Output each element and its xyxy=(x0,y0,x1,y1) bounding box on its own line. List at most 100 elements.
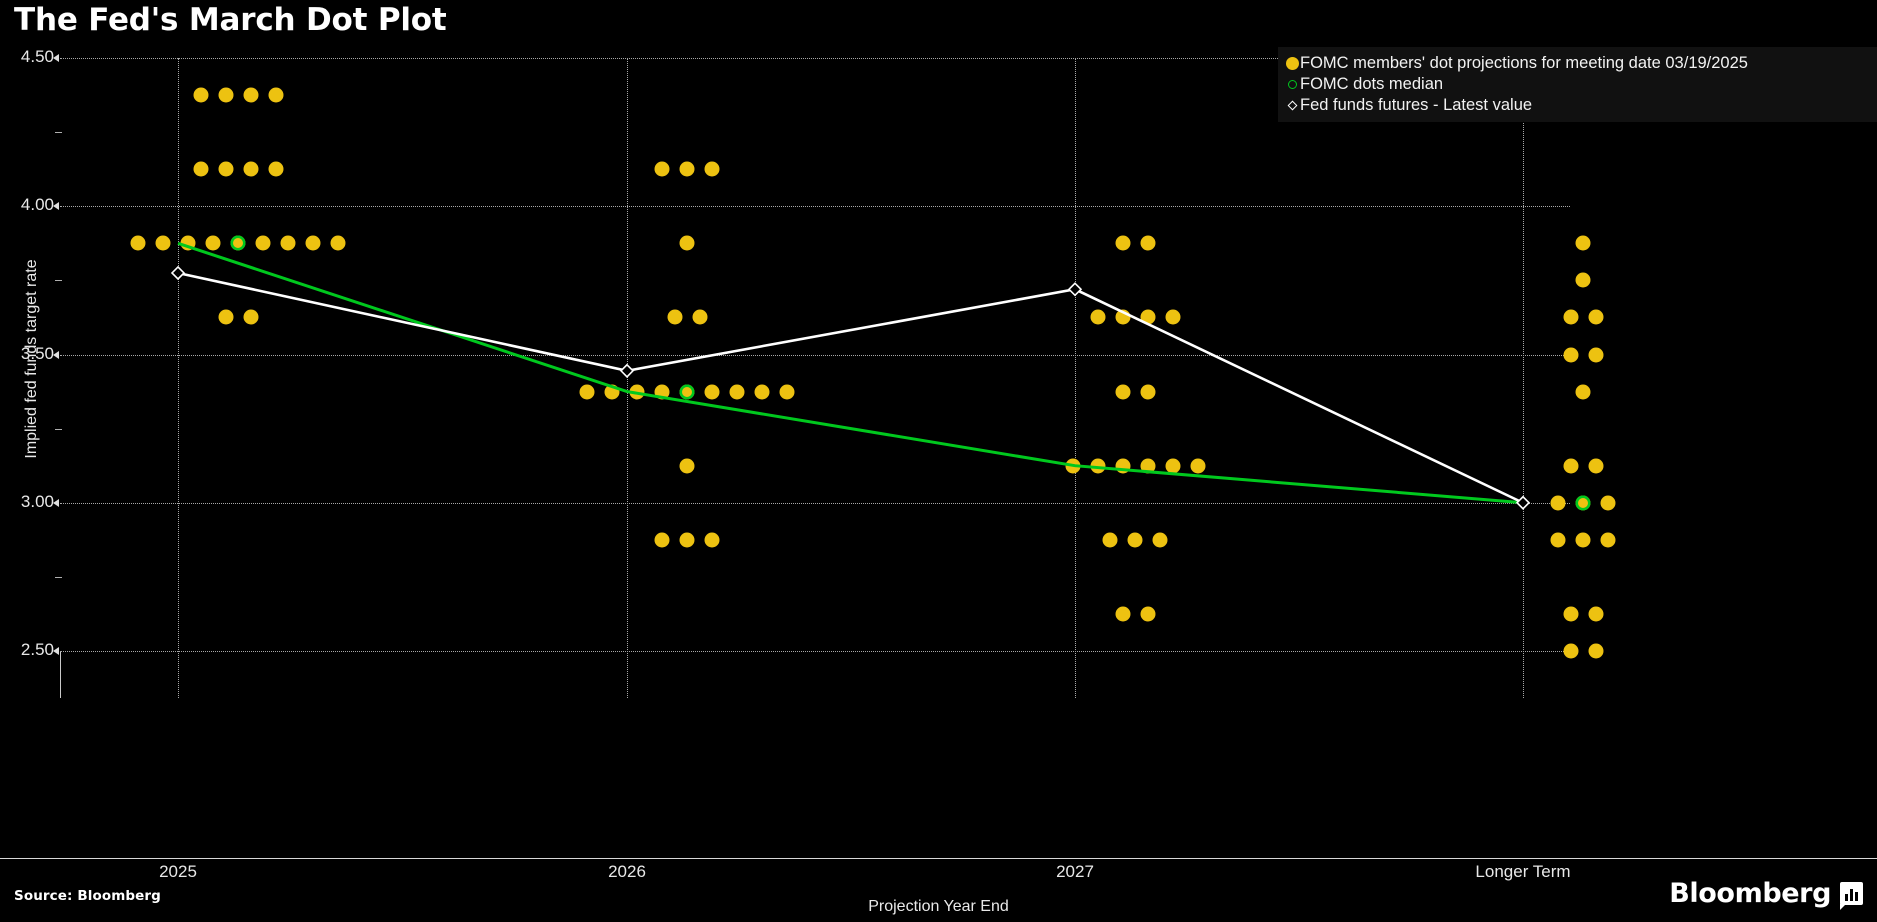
y-tick-label: 2.50 xyxy=(20,640,54,659)
projection-dot xyxy=(1140,384,1155,400)
y-tick-mark xyxy=(53,202,59,211)
projection-dot xyxy=(667,309,682,325)
legend-item-futures[interactable]: Fed funds futures - Latest value xyxy=(1284,95,1873,116)
y-tick-minor xyxy=(55,280,62,282)
projection-dot xyxy=(1140,606,1155,622)
gridline-vertical xyxy=(627,58,628,698)
y-tick-label: 4.00 xyxy=(20,195,54,215)
projection-dot xyxy=(280,235,296,251)
gridline-vertical xyxy=(1075,58,1076,698)
projection-dot xyxy=(1588,606,1603,622)
projection-dot xyxy=(218,309,233,325)
x-tick-label: 2027 xyxy=(1056,862,1094,881)
projection-dot xyxy=(1563,309,1578,325)
brand: Bloomberg xyxy=(1669,878,1863,910)
projection-dot xyxy=(679,458,695,474)
projection-dot xyxy=(180,235,196,251)
y-tick-minor xyxy=(55,132,62,134)
y-tick-mark xyxy=(53,350,59,359)
projection-dot xyxy=(1550,532,1566,548)
projection-dot xyxy=(654,384,670,400)
projection-dot xyxy=(255,235,271,251)
gridline-horizontal xyxy=(60,206,1570,208)
legend-item-median[interactable]: FOMC dots median xyxy=(1284,74,1873,95)
projection-dot xyxy=(205,235,221,251)
projection-dot xyxy=(1588,458,1603,474)
projection-dot xyxy=(1115,458,1130,474)
filled-dot-icon xyxy=(1284,57,1300,70)
projection-dot xyxy=(1115,384,1130,400)
median-dot xyxy=(1575,495,1591,511)
gridline-horizontal xyxy=(60,502,1570,504)
projection-dot xyxy=(679,532,695,548)
projection-dot xyxy=(1090,309,1105,325)
projection-dot xyxy=(654,532,670,548)
y-tick-mark xyxy=(53,498,59,507)
projection-dot xyxy=(1550,495,1566,511)
projection-dot xyxy=(1165,309,1180,325)
projection-dot xyxy=(1190,458,1205,474)
projection-dot xyxy=(1127,532,1143,548)
brand-name: Bloomberg xyxy=(1669,878,1831,909)
projection-dot xyxy=(1140,235,1155,251)
median-dot xyxy=(679,384,695,400)
gridline-horizontal xyxy=(60,58,1570,59)
legend-label: Fed funds futures - Latest value xyxy=(1300,96,1533,114)
projection-dot xyxy=(268,161,283,177)
projection-dot xyxy=(1115,309,1130,325)
projection-dot xyxy=(330,235,346,251)
projection-dot xyxy=(1065,458,1080,474)
y-axis-title: Implied fed funds target rate xyxy=(23,259,40,459)
projection-dot xyxy=(1165,458,1180,474)
projection-dot xyxy=(1588,643,1603,659)
projection-dot xyxy=(1115,606,1130,622)
projection-dot xyxy=(779,384,795,400)
gridline-vertical xyxy=(178,58,179,698)
projection-dot xyxy=(243,161,258,177)
legend: FOMC members' dot projections for meetin… xyxy=(1278,47,1877,122)
projection-dot xyxy=(1575,272,1591,288)
legend-item-fomc-dots[interactable]: FOMC members' dot projections for meetin… xyxy=(1284,53,1873,74)
projection-dot xyxy=(155,235,171,251)
x-axis-title: Projection Year End xyxy=(868,898,1009,915)
open-diamond-icon xyxy=(1284,100,1300,111)
projection-dot xyxy=(704,161,720,177)
projection-dot xyxy=(629,384,645,400)
projection-dot xyxy=(268,87,283,103)
gridline-horizontal xyxy=(60,651,1570,652)
projection-dot xyxy=(729,384,745,400)
x-tick-label: Longer Term xyxy=(1475,862,1571,881)
projection-dot xyxy=(754,384,770,400)
open-circle-icon xyxy=(1284,80,1300,89)
projection-dot xyxy=(1600,495,1616,511)
projection-dot xyxy=(579,384,595,400)
page-title: The Fed's March Dot Plot xyxy=(14,2,447,38)
median-dot xyxy=(230,235,246,251)
projection-dot xyxy=(305,235,321,251)
y-tick-label: 4.50 xyxy=(20,47,54,66)
projection-dot xyxy=(130,235,146,251)
y-tick-minor xyxy=(55,428,62,430)
projection-dot xyxy=(1563,643,1578,659)
projection-dot xyxy=(1588,309,1603,325)
y-tick-mark xyxy=(53,54,59,62)
projection-dot xyxy=(654,161,670,177)
x-tick-label: 2025 xyxy=(159,862,197,881)
projection-dot xyxy=(243,309,258,325)
x-tick-label: 2026 xyxy=(608,862,646,881)
projection-dot xyxy=(704,384,720,400)
y-tick-label: 3.50 xyxy=(20,343,54,363)
projection-dot xyxy=(1152,532,1168,548)
projection-dot xyxy=(243,87,258,103)
projection-dot xyxy=(1102,532,1118,548)
projection-dot xyxy=(193,161,208,177)
y-tick-mark xyxy=(53,647,59,655)
x-axis-line xyxy=(0,858,1877,859)
projection-dot xyxy=(1563,606,1578,622)
projection-dot xyxy=(193,87,208,103)
projection-dot xyxy=(1600,532,1616,548)
projection-dot xyxy=(1575,384,1591,400)
legend-label: FOMC members' dot projections for meetin… xyxy=(1300,54,1748,72)
y-tick-label: 3.00 xyxy=(20,491,54,511)
